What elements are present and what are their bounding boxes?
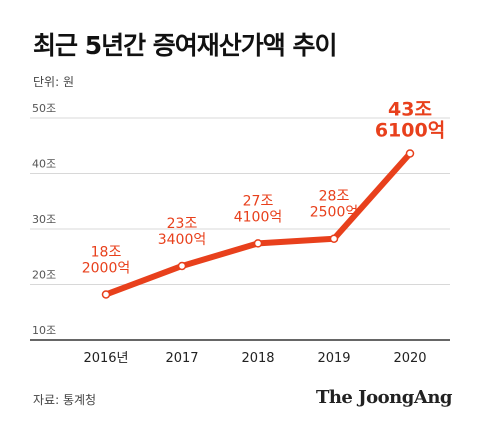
y-tick-labels: 10조 20조 30조 40조 50조 (32, 102, 56, 337)
grid-lines (30, 117, 450, 285)
data-label: 2500억 (310, 205, 359, 221)
data-point (405, 149, 415, 158)
y-tick-label: 20조 (32, 269, 56, 282)
data-label: 4100억 (234, 209, 283, 225)
unit-label: 단위: 원 (33, 75, 74, 89)
data-label: 43조 (388, 98, 432, 120)
x-tick-label: 2020 (393, 351, 426, 366)
x-tick-label: 2016년 (83, 351, 128, 366)
data-label: 27조 (243, 193, 274, 209)
data-point (101, 290, 111, 299)
y-tick-label: 30조 (32, 213, 56, 226)
data-point (329, 234, 339, 243)
x-tick-label: 2019 (317, 351, 350, 366)
x-tick-label: 2017 (165, 351, 198, 366)
y-tick-label: 40조 (32, 158, 56, 171)
chart-title: 최근 5년간 증여재산가액 추이 (33, 31, 338, 60)
data-label: 18조 (91, 244, 122, 260)
data-label: 28조 (319, 189, 350, 205)
y-tick-label: 50조 (32, 102, 56, 115)
data-point (253, 239, 263, 248)
data-label: 23조 (167, 216, 198, 232)
data-label: 3400억 (158, 232, 207, 248)
source-note: 자료: 통계청 (33, 393, 97, 407)
x-tick-label: 2018 (241, 351, 274, 366)
data-label: 6100억 (375, 119, 445, 141)
x-tick-labels: 2016년 2017 2018 2019 2020 (83, 351, 426, 366)
data-label: 2000억 (82, 260, 131, 276)
y-tick-label: 10조 (32, 324, 56, 337)
brand-logo: The JoongAng (315, 387, 453, 408)
data-point (177, 261, 187, 271)
series-line (101, 149, 415, 299)
